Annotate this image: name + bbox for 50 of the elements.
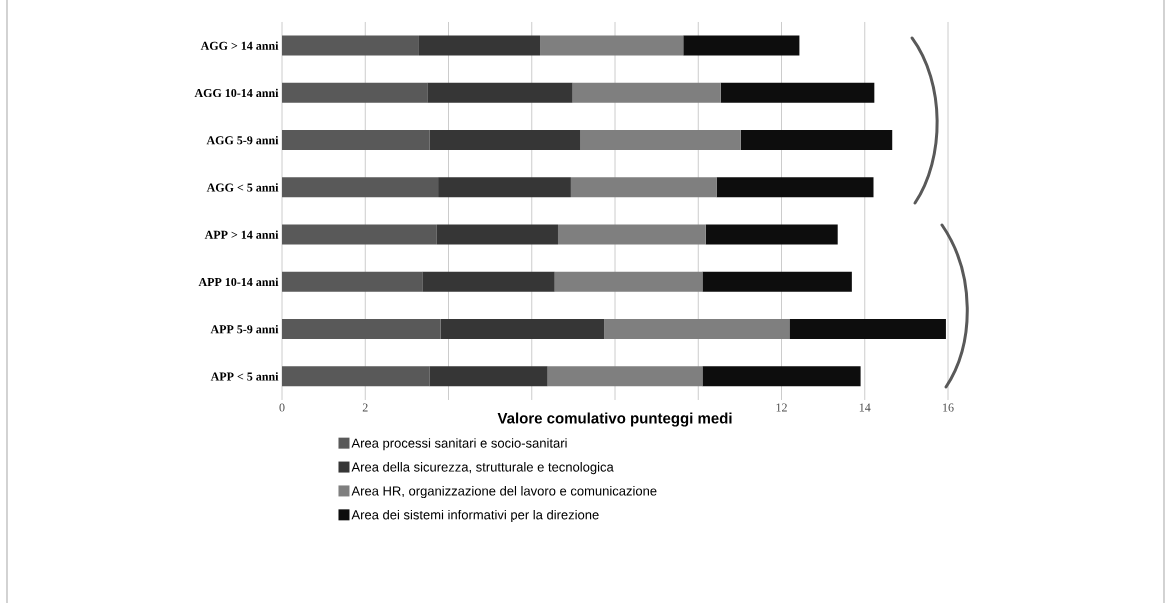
bar	[720, 82, 875, 103]
x-tick-label: 0	[279, 403, 285, 412]
bar	[572, 82, 721, 103]
bar	[282, 130, 430, 151]
legend-label: Area processi sanitari e socio-sanitari	[351, 438, 567, 451]
y-tick-label: APP 10-14 anni	[198, 277, 279, 287]
y-tick-label: AGG 10-14 anni	[194, 88, 279, 98]
bar	[440, 319, 605, 340]
y-tick-label: APP > 14 anni	[204, 230, 279, 239]
bar	[282, 271, 423, 292]
y-tick-label: AGG 5-9 anni	[206, 135, 279, 145]
bar	[740, 130, 893, 151]
bar	[422, 271, 555, 292]
legend-label: Area della sicurezza, strutturale e tecnologica	[351, 462, 614, 475]
bar	[427, 82, 573, 103]
bar	[436, 224, 558, 245]
x-tick-label: 2	[362, 403, 368, 412]
y-tick-label: AGG < 5 anni	[206, 183, 279, 192]
bar	[282, 35, 419, 56]
bar	[570, 177, 717, 198]
bar	[282, 177, 439, 198]
y-tick-label: APP 5-9 anni	[210, 324, 279, 334]
bar	[282, 82, 428, 103]
bar	[547, 366, 703, 387]
bar	[683, 35, 800, 56]
x-tick-label: 16	[943, 403, 954, 412]
bar	[580, 130, 741, 151]
bar	[604, 319, 790, 340]
bar	[702, 271, 852, 292]
bar	[282, 224, 437, 245]
x-tick-label: 14	[859, 403, 871, 412]
bar	[282, 319, 441, 340]
bar	[554, 271, 703, 292]
bar	[429, 130, 581, 151]
y-tick-label: APP < 5 anni	[210, 372, 279, 381]
legend-label: Area dei sistemi informativi per la direzione	[351, 509, 599, 523]
bar	[418, 35, 541, 56]
y-tick-label: AGG > 14 anni	[200, 41, 279, 50]
legend-label: Area HR, organizzazione del lavoro e comunicazione	[351, 485, 657, 499]
x-tick-label: 12	[776, 403, 787, 412]
bar	[429, 366, 548, 387]
bar	[716, 177, 874, 198]
bar	[438, 177, 571, 198]
bar	[705, 224, 838, 245]
bar	[540, 35, 684, 56]
bar	[789, 319, 946, 340]
bar	[282, 366, 430, 387]
x-axis-title: Valore comulativo punteggi medi	[497, 412, 732, 427]
bar	[557, 224, 706, 245]
bar	[702, 366, 861, 387]
